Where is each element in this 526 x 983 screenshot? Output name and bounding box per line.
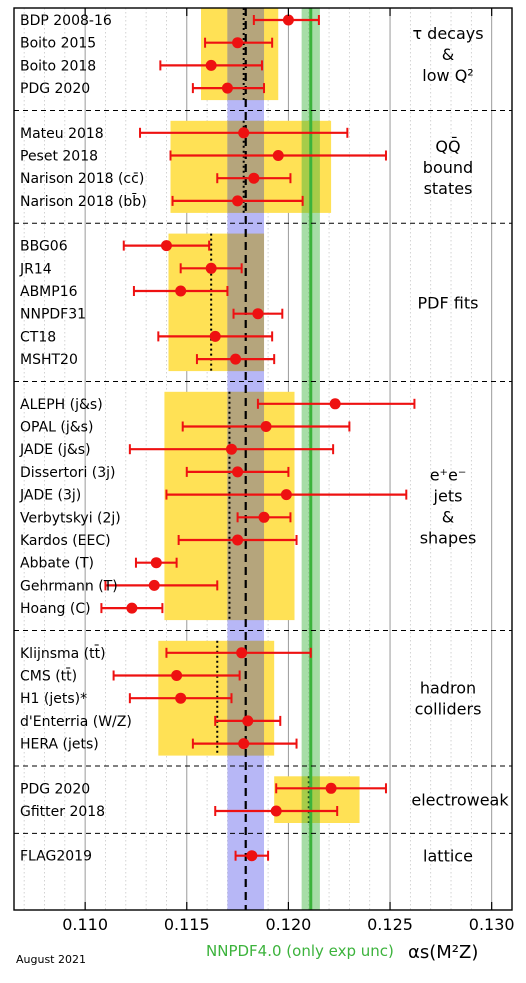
data-point — [175, 692, 187, 704]
data-point — [126, 602, 138, 614]
data-point — [258, 511, 270, 523]
group-separators — [14, 109, 512, 834]
entry-labels: BDP 2008-16 Boito 2015 Boito 2018 PDG 2020 M… — [19, 13, 147, 865]
entry-label: Gehrmann (T) — [20, 578, 118, 594]
data-point — [221, 82, 233, 94]
entry-label: OPAL (j&s) — [20, 420, 93, 436]
group-label: low Q² — [422, 66, 473, 85]
group-label: e⁺e⁻ — [430, 465, 467, 484]
data-point — [248, 172, 260, 184]
data-point — [230, 353, 242, 365]
data-point — [209, 330, 221, 342]
entry-label: Narison 2018 (cc̄) — [20, 171, 144, 187]
group-labels: τ decays & low Q² QQ̄ bound states PDF fits e⁺e… — [411, 24, 509, 866]
x-tick-label: 0.120 — [266, 915, 312, 934]
entry-label: Hoang (C) — [20, 601, 91, 617]
entry-label: Kardos (EEC) — [20, 533, 111, 549]
entry-label: Peset 2018 — [20, 149, 98, 165]
group-label: τ decays — [412, 24, 483, 43]
data-point — [148, 579, 160, 591]
entry-label: Verbytskyi (2j) — [20, 510, 121, 526]
entry-label: Dissertori (3j) — [20, 465, 116, 481]
entry-label: FLAG2019 — [20, 849, 92, 865]
entry-label: H1 (jets)* — [20, 691, 87, 707]
group-label: & — [442, 507, 454, 526]
group-label: shapes — [420, 528, 477, 547]
data-point — [232, 534, 244, 546]
entry-label: CT18 — [20, 329, 56, 345]
entry-label: MSHT20 — [20, 352, 78, 368]
entry-label: PDG 2020 — [20, 81, 90, 97]
data-point — [205, 59, 217, 71]
data-point — [280, 489, 292, 501]
group-uncertainty-box — [274, 776, 360, 823]
data-point — [160, 240, 172, 252]
group-label: hadron — [420, 679, 476, 698]
footnote-date: August 2021 — [16, 953, 86, 966]
x-tick-label: 0.130 — [469, 915, 515, 934]
data-point — [225, 443, 237, 455]
entry-label: BBG06 — [20, 239, 68, 255]
data-point — [205, 262, 217, 274]
data-point — [236, 647, 248, 659]
data-point — [232, 466, 244, 478]
data-point — [175, 285, 187, 297]
entry-label: Gfitter 2018 — [20, 804, 105, 820]
data-point — [282, 14, 294, 26]
entry-label: JADE (j&s) — [19, 442, 91, 458]
data-point — [171, 670, 183, 681]
world-average-band — [210, 8, 310, 910]
data-point — [246, 850, 258, 862]
group-label: electroweak — [411, 791, 509, 810]
data-point — [272, 150, 284, 161]
group-label: colliders — [415, 700, 482, 719]
data-point — [325, 782, 337, 794]
entry-label: d'Enterria (W/Z) — [20, 714, 132, 730]
entry-label: Abbate (T) — [20, 556, 94, 572]
group-label: PDF fits — [418, 293, 479, 312]
data-point — [238, 127, 250, 139]
data-point — [232, 195, 244, 207]
data-point — [232, 37, 244, 49]
group-label: QQ̄ — [435, 137, 460, 156]
data-point — [252, 308, 264, 320]
entry-label: Klijnsma (tt̄) — [20, 644, 106, 662]
group-label: jets — [433, 486, 463, 505]
entry-label: Mateu 2018 — [20, 126, 104, 142]
data-point — [150, 557, 162, 569]
entry-label: JADE (3j) — [19, 488, 81, 504]
data-point — [270, 805, 282, 817]
plot-frame — [13, 7, 513, 911]
x-axis: 0.110 0.115 0.120 0.125 0.130 — [13, 7, 515, 934]
nnpdf-band — [301, 8, 320, 910]
group-label: & — [442, 45, 454, 64]
x-tick-label: 0.125 — [367, 915, 413, 934]
entry-label: Boito 2015 — [20, 36, 96, 52]
entry-label: ABMP16 — [20, 284, 78, 300]
data-point — [238, 738, 250, 750]
x-tick-label: 0.115 — [164, 915, 210, 934]
entry-label: PDG 2020 — [20, 781, 90, 797]
entry-label: CMS (tt̄) — [20, 667, 77, 685]
nnpdf-legend-label: NNPDF4.0 (only exp unc) — [206, 942, 394, 960]
entry-label: HERA (jets) — [20, 737, 99, 753]
entry-label: BDP 2008-16 — [20, 13, 112, 29]
entry-label: JR14 — [19, 261, 52, 277]
group-label: bound — [423, 158, 473, 177]
data-point — [329, 398, 341, 410]
entry-label: ALEPH (j&s) — [20, 397, 103, 413]
entry-label: Boito 2018 — [20, 58, 96, 74]
x-axis-label: αs(M²Z) — [408, 942, 478, 963]
entry-label: NNPDF31 — [20, 307, 86, 323]
x-tick-label: 0.110 — [62, 915, 108, 934]
data-point — [242, 715, 254, 727]
group-label: lattice — [423, 847, 473, 866]
entry-label: Narison 2018 (bb̄) — [20, 192, 147, 210]
data-point — [260, 421, 272, 432]
group-label: states — [424, 179, 473, 198]
data-points — [126, 14, 341, 862]
